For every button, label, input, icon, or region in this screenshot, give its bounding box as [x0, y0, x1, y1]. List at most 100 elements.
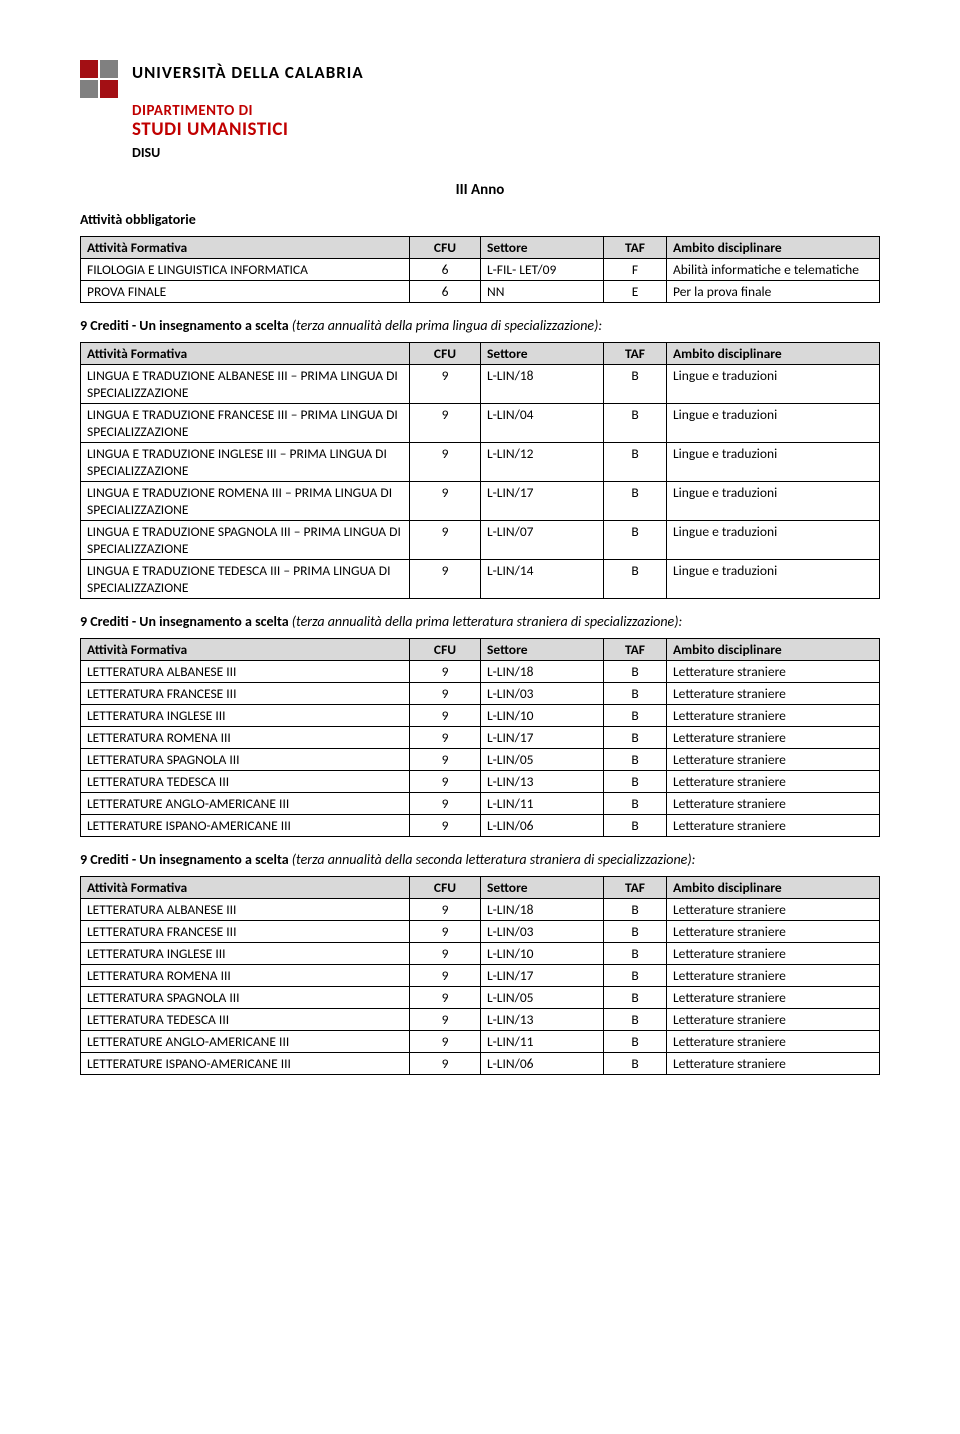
table-cell: Letterature straniere [667, 792, 880, 814]
table-cell: LETTERATURA INGLESE III [81, 704, 410, 726]
table-cell: Letterature straniere [667, 898, 880, 920]
table-cell: B [604, 920, 667, 942]
table-cell: L-LIN/12 [481, 442, 604, 481]
table-cell: L-LIN/10 [481, 704, 604, 726]
table-cell: F [604, 258, 667, 280]
table-cell: Letterature straniere [667, 920, 880, 942]
table-cell: B [604, 986, 667, 1008]
table-row: LETTERATURE ISPANO-AMERICANE III9L-LIN/0… [81, 814, 880, 836]
table-cell: Lingue e traduzioni [667, 559, 880, 598]
table-cell: NN [481, 280, 604, 302]
col-ambito: Ambito disciplinare [667, 236, 880, 258]
table-cell: Letterature straniere [667, 814, 880, 836]
table-cell: 9 [410, 559, 481, 598]
table-cell: B [604, 364, 667, 403]
table-header-row: Attività Formativa CFU Settore TAF Ambit… [81, 342, 880, 364]
table-cell: Lingue e traduzioni [667, 364, 880, 403]
table-cell: 9 [410, 920, 481, 942]
section-desc-lingua: 9 Crediti - Un insegnamento a scelta (te… [80, 317, 880, 334]
table-cell: B [604, 403, 667, 442]
table-row: LINGUA E TRADUZIONE ROMENA III – PRIMA L… [81, 481, 880, 520]
col-taf: TAF [604, 638, 667, 660]
table-cell: LETTERATURA FRANCESE III [81, 920, 410, 942]
table-cell: Abilità informatiche e telematiche [667, 258, 880, 280]
table-cell: L-LIN/11 [481, 792, 604, 814]
table-cell: LINGUA E TRADUZIONE ALBANESE III – PRIMA… [81, 364, 410, 403]
table-cell: 9 [410, 403, 481, 442]
table-row: PROVA FINALE6NNEPer la prova finale [81, 280, 880, 302]
table-cell: LETTERATURA SPAGNOLA III [81, 986, 410, 1008]
table-cell: 9 [410, 770, 481, 792]
table-cell: B [604, 792, 667, 814]
section-bold: 9 Crediti - Un insegnamento a scelta [80, 851, 289, 868]
table-cell: B [604, 748, 667, 770]
table-cell: LETTERATURA TEDESCA III [81, 1008, 410, 1030]
table-cell: Letterature straniere [667, 748, 880, 770]
table-cell: Per la prova finale [667, 280, 880, 302]
table-cell: B [604, 559, 667, 598]
table-cell: 9 [410, 660, 481, 682]
table-row: LETTERATURA ALBANESE III9L-LIN/18BLetter… [81, 898, 880, 920]
table-cell: B [604, 898, 667, 920]
table-row: FILOLOGIA E LINGUISTICA INFORMATICA6L-FI… [81, 258, 880, 280]
table-row: LETTERATURE ANGLO-AMERICANE III9L-LIN/11… [81, 792, 880, 814]
table-cell: Letterature straniere [667, 726, 880, 748]
col-attivita: Attività Formativa [81, 638, 410, 660]
table-cell: LETTERATURE ANGLO-AMERICANE III [81, 792, 410, 814]
department-name: DIPARTIMENTO DI STUDI UMANISTICI [132, 104, 880, 140]
col-ambito: Ambito disciplinare [667, 638, 880, 660]
table-cell: Letterature straniere [667, 660, 880, 682]
table-row: LETTERATURA FRANCESE III9L-LIN/03BLetter… [81, 920, 880, 942]
table-cell: 9 [410, 442, 481, 481]
table-cell: L-LIN/05 [481, 986, 604, 1008]
section-italic: (terza annualità della prima lingua di s… [289, 317, 602, 334]
table-cell: B [604, 704, 667, 726]
table-cell: 9 [410, 520, 481, 559]
table-cell: B [604, 770, 667, 792]
section-italic: (terza annualità della prima letteratura… [289, 613, 683, 630]
table-cell: Lingue e traduzioni [667, 403, 880, 442]
table-cell: 9 [410, 792, 481, 814]
table-row: LINGUA E TRADUZIONE INGLESE III – PRIMA … [81, 442, 880, 481]
table-row: LETTERATURA SPAGNOLA III9L-LIN/05BLetter… [81, 748, 880, 770]
table-cell: B [604, 520, 667, 559]
table-cell: 9 [410, 682, 481, 704]
col-attivita: Attività Formativa [81, 342, 410, 364]
table-row: LETTERATURA INGLESE III9L-LIN/10BLettera… [81, 704, 880, 726]
table-cell: B [604, 726, 667, 748]
table-cell: L-LIN/17 [481, 481, 604, 520]
table-cell: Letterature straniere [667, 770, 880, 792]
col-taf: TAF [604, 876, 667, 898]
table-cell: L-LIN/17 [481, 964, 604, 986]
table-cell: L-LIN/07 [481, 520, 604, 559]
table-cell: L-LIN/03 [481, 682, 604, 704]
table-cell: Letterature straniere [667, 682, 880, 704]
table-body: FILOLOGIA E LINGUISTICA INFORMATICA6L-FI… [81, 258, 880, 302]
table-cell: L-LIN/17 [481, 726, 604, 748]
table-cell: 9 [410, 1008, 481, 1030]
table-cell: Lingue e traduzioni [667, 442, 880, 481]
table-cell: LINGUA E TRADUZIONE FRANCESE III – PRIMA… [81, 403, 410, 442]
table-row: LETTERATURA TEDESCA III9L-LIN/13BLettera… [81, 770, 880, 792]
table-cell: LETTERATURA ROMENA III [81, 964, 410, 986]
table-body: LETTERATURA ALBANESE III9L-LIN/18BLetter… [81, 898, 880, 1074]
table-row: LINGUA E TRADUZIONE ALBANESE III – PRIMA… [81, 364, 880, 403]
table-letteratura-prima: Attività Formativa CFU Settore TAF Ambit… [80, 638, 880, 837]
table-cell: L-LIN/03 [481, 920, 604, 942]
table-cell: LINGUA E TRADUZIONE TEDESCA III – PRIMA … [81, 559, 410, 598]
table-row: LETTERATURA FRANCESE III9L-LIN/03BLetter… [81, 682, 880, 704]
table-row: LINGUA E TRADUZIONE TEDESCA III – PRIMA … [81, 559, 880, 598]
table-cell: Letterature straniere [667, 704, 880, 726]
table-cell: 9 [410, 726, 481, 748]
table-body: LETTERATURA ALBANESE III9L-LIN/18BLetter… [81, 660, 880, 836]
table-cell: Letterature straniere [667, 1052, 880, 1074]
table-cell: Letterature straniere [667, 1030, 880, 1052]
table-row: LETTERATURA ALBANESE III9L-LIN/18BLetter… [81, 660, 880, 682]
table-cell: B [604, 1030, 667, 1052]
table-cell: L-FIL- LET/09 [481, 258, 604, 280]
table-cell: 9 [410, 1052, 481, 1074]
dept-line-2: STUDI UMANISTICI [132, 120, 880, 140]
table-body: LINGUA E TRADUZIONE ALBANESE III – PRIMA… [81, 364, 880, 598]
section-desc-lett2: 9 Crediti - Un insegnamento a scelta (te… [80, 851, 880, 868]
table-header-row: Attività Formativa CFU Settore TAF Ambit… [81, 876, 880, 898]
